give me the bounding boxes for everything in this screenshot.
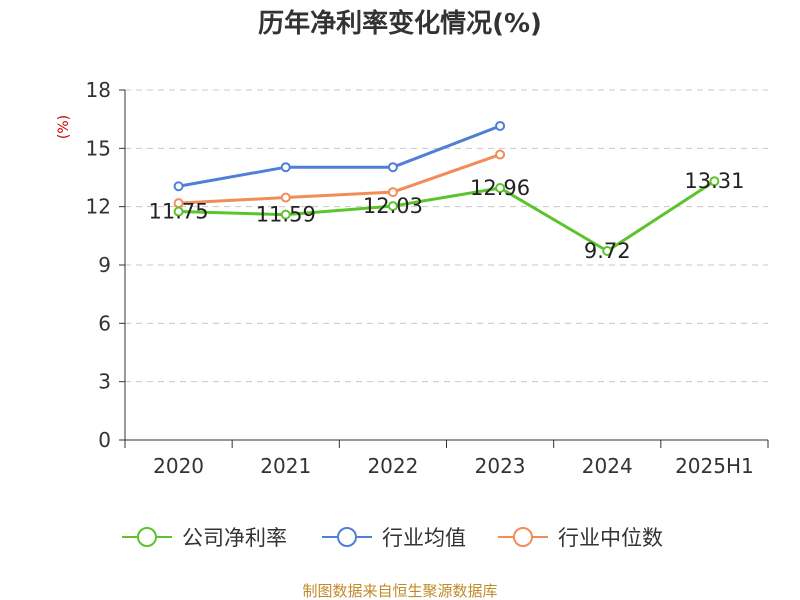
series-line [178,153,501,205]
data-point[interactable] [387,187,398,198]
x-tick-label: 2020 [153,454,204,478]
legend-label: 行业均值 [382,526,466,550]
legend-label: 行业中位数 [558,526,663,550]
legend-item-2[interactable]: 行业中位数 [498,526,663,550]
series-1 [173,120,506,192]
data-point[interactable] [602,246,613,256]
data-point[interactable] [495,149,506,160]
series-line [178,124,501,188]
source-note: 制图数据来自恒生聚源数据库 [302,582,497,600]
grid [125,89,768,383]
series-0 [173,176,720,256]
legend-marker [337,527,357,547]
data-label: 12.96 [470,176,530,200]
y-tick-label: 12 [86,195,111,219]
data-point[interactable] [280,162,291,173]
y-tick-label: 3 [98,370,111,394]
legend-item-1[interactable]: 行业均值 [322,526,466,550]
x-tick-label: 2025H1 [675,454,754,478]
x-tick-label: 2021 [260,454,311,478]
data-label: 13.31 [684,169,744,193]
legend-marker [137,527,157,547]
data-point[interactable] [280,192,291,203]
data-point[interactable] [495,183,506,193]
y-tick-label: 6 [98,311,111,335]
axes: 0 3 6 9 12 15 18 2020 2021 2022 2023 2024 2025H1 [86,78,769,478]
data-labels: 11.75 11.59 12.03 12.96 9.72 13.31 [149,169,745,263]
series-line [178,179,716,253]
y-axis-unit: (%) [56,115,72,139]
legend-marker [513,527,533,547]
legend[interactable]: 公司净利率 行业均值 行业中位数 [122,526,663,550]
data-point[interactable] [387,201,398,212]
data-label: 11.59 [256,203,316,227]
data-point[interactable] [280,209,291,220]
data-point[interactable] [709,176,720,187]
legend-label: 公司净利率 [182,526,287,550]
series-lines [173,120,720,256]
data-point[interactable] [387,162,398,173]
data-point[interactable] [495,120,506,131]
legend-item-0[interactable]: 公司净利率 [122,526,287,550]
data-label: 9.72 [584,239,631,263]
y-tick-label: 15 [86,136,111,160]
chart-title: 历年净利率变化情况(%) [258,8,542,39]
x-tick-label: 2024 [582,454,633,478]
y-tick-label: 0 [98,428,111,452]
x-tick-label: 2022 [367,454,418,478]
data-label: 11.75 [149,200,209,224]
data-label: 12.03 [363,194,423,218]
data-point[interactable] [173,181,184,192]
y-tick-label: 18 [86,78,111,102]
x-tick-label: 2023 [475,454,526,478]
data-point[interactable] [173,206,184,217]
y-tick-label: 9 [98,253,111,277]
